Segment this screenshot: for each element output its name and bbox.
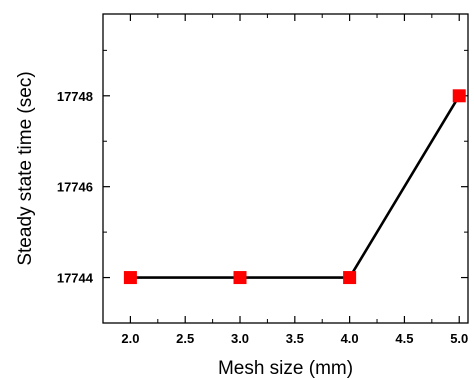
y-tick-label: 17746: [57, 180, 93, 195]
x-tick-label: 3.0: [231, 331, 249, 346]
y-tick-label: 17748: [57, 89, 93, 104]
y-axis-title: Steady state time (sec): [15, 71, 36, 265]
x-axis-title: Mesh size (mm): [218, 358, 353, 379]
series-lines: [130, 95, 461, 279]
x-tick-label: 4.0: [341, 331, 359, 346]
y-tick-label: 17744: [57, 271, 94, 286]
data-point-marker: [343, 271, 357, 285]
data-point-marker: [233, 271, 247, 285]
series-points: [123, 89, 466, 285]
data-point-marker: [123, 271, 137, 285]
x-axis-tick-labels: 2.0 2.5 3.0 3.5 4.0 4.5 5.0: [121, 331, 468, 346]
x-tick-label: 2.0: [121, 331, 139, 346]
x-axis-ticks: [129, 14, 460, 323]
y-axis-ticks: [103, 49, 468, 324]
data-point-marker: [452, 89, 466, 103]
x-tick-label: 4.5: [395, 331, 413, 346]
x-tick-label: 5.0: [450, 331, 468, 346]
series-line: [130, 95, 461, 279]
y-axis-tick-labels: 17744 17746 17748: [57, 89, 94, 286]
x-tick-label: 2.5: [176, 331, 194, 346]
x-tick-label: 3.5: [286, 331, 304, 346]
plot-frame: [102, 13, 469, 324]
